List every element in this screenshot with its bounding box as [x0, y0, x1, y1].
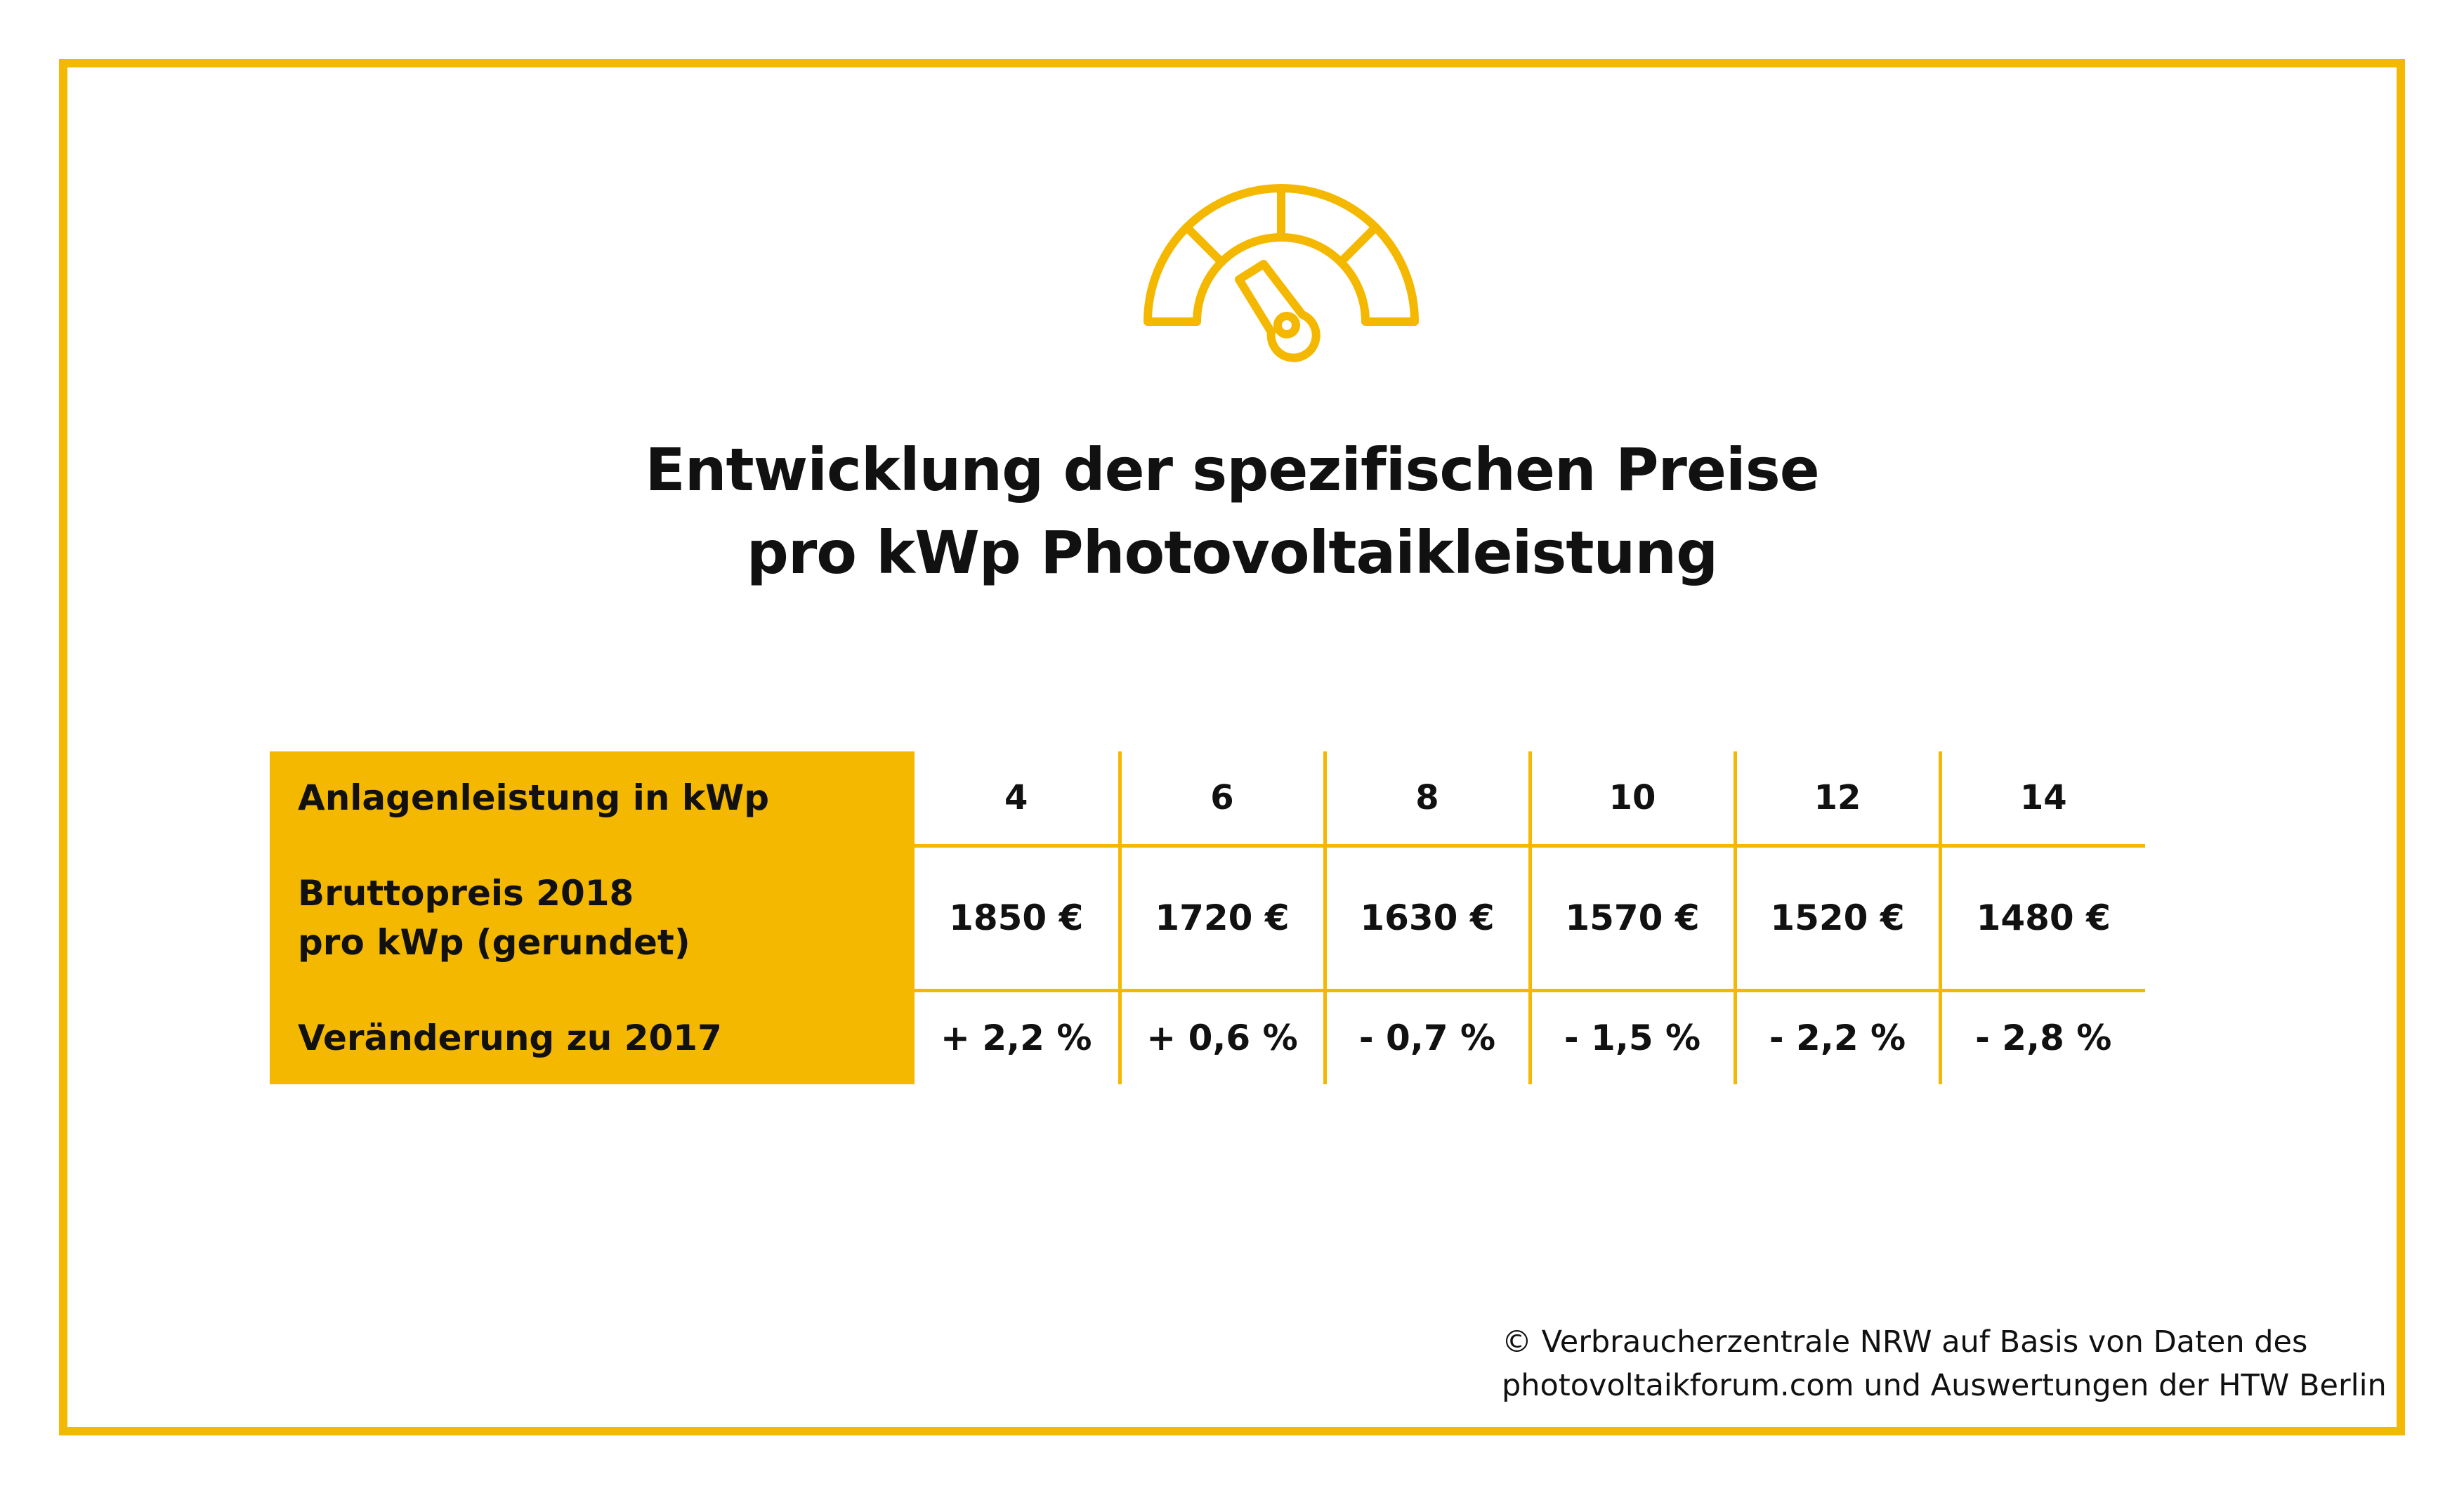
- cell-kwp: 6: [1118, 751, 1325, 846]
- cell-kwp: 14: [1938, 751, 2145, 846]
- table-row: Anlagenleistung in kWp 4 6 8 10 12 14: [270, 751, 2145, 846]
- cell-kwp: 10: [1528, 751, 1735, 846]
- cell-change: + 2,2 %: [915, 988, 1120, 1084]
- cell-kwp: 4: [1004, 777, 1028, 817]
- row-label-veraenderung: Veränderung zu 2017: [270, 988, 915, 1084]
- title-line-1: Entwicklung der spezifischen Preise: [645, 435, 1819, 504]
- source-line-1: © Verbraucherzentrale NRW auf Basis von …: [1502, 1324, 2308, 1360]
- page-title: Entwicklung der spezifischen Preise pro …: [0, 428, 2464, 594]
- cell-price: 1720 €: [1118, 843, 1325, 990]
- row-label-bruttopreis-line-2: pro kWp (gerundet): [298, 922, 690, 963]
- cell-price: 1480 €: [1938, 843, 2145, 990]
- cell-price: 1520 €: [1733, 843, 1940, 990]
- cell-kwp: 12: [1733, 751, 1940, 846]
- cell-change: - 2,8 %: [1938, 988, 2145, 1084]
- cell-change: - 1,5 %: [1528, 988, 1735, 1084]
- row-label-bruttopreis-line-1: Bruttopreis 2018: [298, 873, 634, 914]
- speedometer-gauge-icon: [1143, 184, 1419, 362]
- price-table: Anlagenleistung in kWp 4 6 8 10 12 14 Br…: [270, 751, 2145, 1084]
- row-label-anlagenleistung: Anlagenleistung in kWp: [270, 751, 915, 846]
- cell-change: - 2,2 %: [1733, 988, 1940, 1084]
- cell-price: 1850 €: [915, 843, 1120, 990]
- cell-price: 1630 €: [1323, 843, 1530, 990]
- table-row: Bruttopreis 2018 pro kWp (gerundet) 1850…: [270, 843, 2145, 990]
- table-row: Veränderung zu 2017 + 2,2 % + 0,6 % - 0,…: [270, 988, 2145, 1084]
- title-line-2: pro kWp Photovoltaikleistung: [746, 518, 1719, 587]
- yellow-frame: [59, 59, 2405, 1435]
- source-line-2: photovoltaikforum.com und Auswertungen d…: [1502, 1368, 2387, 1403]
- row-label-bruttopreis: Bruttopreis 2018 pro kWp (gerundet): [270, 843, 915, 990]
- source-credit: © Verbraucherzentrale NRW auf Basis von …: [1502, 1320, 2387, 1407]
- cell-price: 1570 €: [1528, 843, 1735, 990]
- cell-change: - 0,7 %: [1323, 988, 1530, 1084]
- cell-kwp: 8: [1323, 751, 1530, 846]
- cell-change: + 0,6 %: [1118, 988, 1325, 1084]
